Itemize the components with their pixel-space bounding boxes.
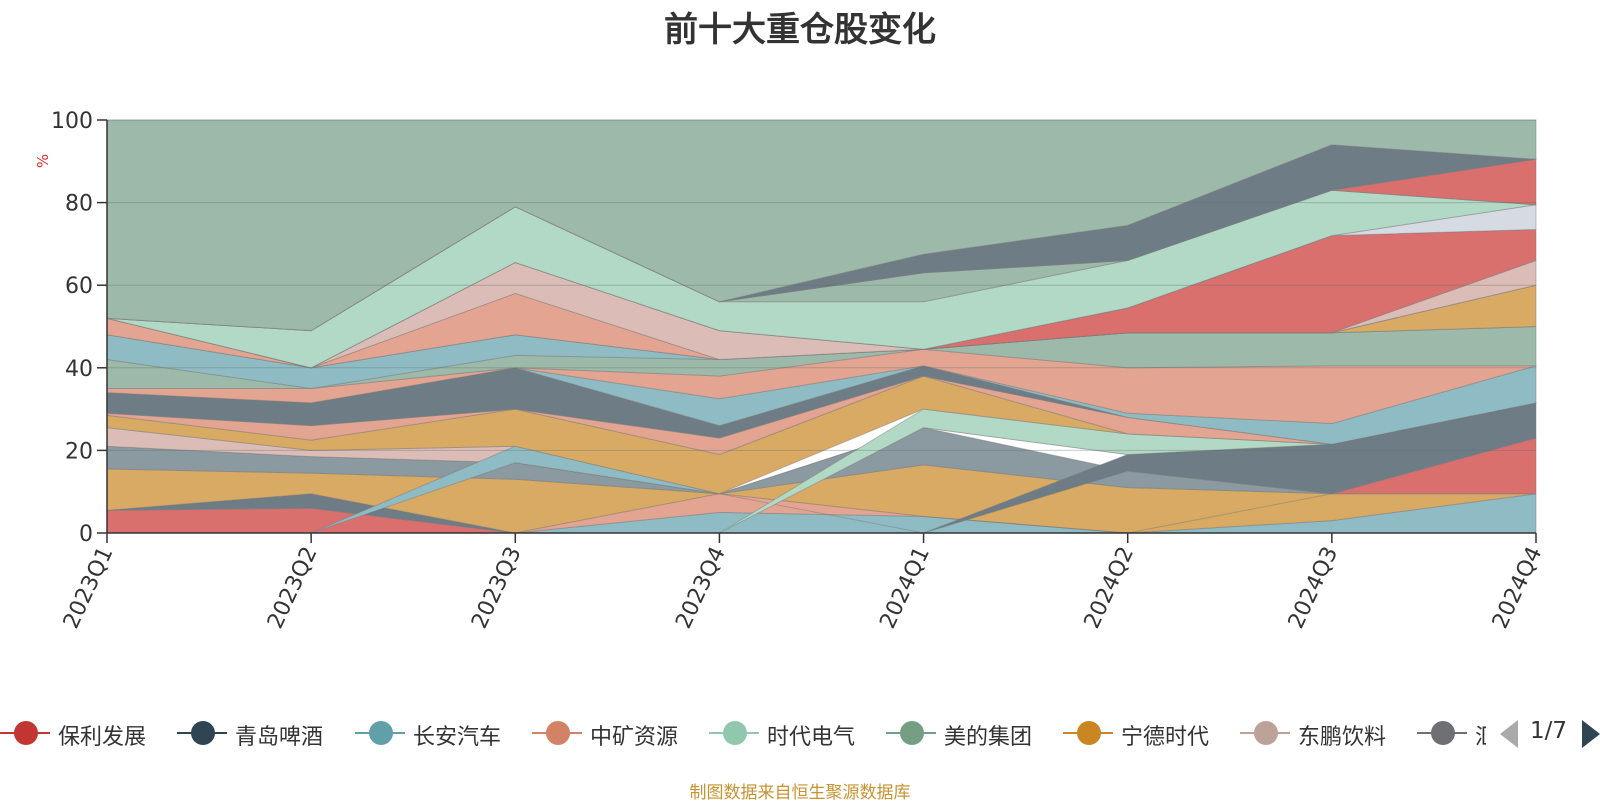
x-tick-label-2024Q3: 2024Q3 <box>1284 543 1344 633</box>
legend-label: 青岛啤酒 <box>235 725 324 750</box>
legend-marker <box>1254 721 1278 745</box>
legend-label: 美的集团 <box>944 725 1033 750</box>
x-tick-label-2023Q1: 2023Q1 <box>59 543 119 633</box>
legend-label: 保利发展 <box>58 725 147 750</box>
legend-marker <box>191 721 215 745</box>
y-axis-label: % <box>34 154 52 168</box>
legend-marker <box>369 721 393 745</box>
y-tick-label-0: 0 <box>79 522 93 547</box>
area-series-27 <box>106 119 1537 332</box>
legend-page-indicator: 1/7 <box>1530 718 1568 744</box>
x-tick-label-2023Q2: 2023Q2 <box>263 543 323 633</box>
legend-next-page-button[interactable] <box>1582 720 1600 748</box>
y-tick-label-20: 20 <box>65 439 93 464</box>
x-tick-label-2023Q3: 2023Q3 <box>467 543 527 633</box>
legend-label: 汇川技术 <box>1475 719 1486 751</box>
legend: 保利发展 青岛啤酒 长安汽车 中矿资源 时代电气 美的集团 宁德时代 东鹏饮料 汇川技术 <box>0 713 1600 753</box>
x-tick-label-2023Q4: 2023Q4 <box>671 543 731 633</box>
legend-marker <box>900 721 924 745</box>
legend-marker <box>14 721 38 745</box>
source-note: 制图数据来自恒生聚源数据库 <box>689 783 911 803</box>
legend-items: 保利发展 青岛啤酒 长安汽车 中矿资源 时代电气 美的集团 宁德时代 东鹏饮料 汇川技术 <box>0 713 1486 753</box>
legend-label: 中矿资源 <box>590 725 679 750</box>
y-tick-label-100: 100 <box>51 109 93 134</box>
chart-title: 前十大重仓股变化 <box>664 10 936 50</box>
y-tick-label-80: 80 <box>65 192 93 217</box>
legend-marker <box>723 721 747 745</box>
y-tick-label-40: 40 <box>65 357 93 382</box>
legend-marker <box>1431 721 1455 745</box>
legend-marker <box>546 721 570 745</box>
area-series-4 <box>107 493 1536 534</box>
x-tick-label-2024Q1: 2024Q1 <box>875 543 935 633</box>
x-tick-label-2024Q2: 2024Q2 <box>1080 543 1140 633</box>
x-tick-label-2024Q4: 2024Q4 <box>1488 543 1548 633</box>
legend-prev-page-button[interactable] <box>1500 720 1518 748</box>
legend-label: 时代电气 <box>767 725 856 750</box>
y-tick-label-60: 60 <box>65 274 93 299</box>
legend-label: 长安汽车 <box>413 725 502 750</box>
legend-label: 东鹏饮料 <box>1298 725 1387 750</box>
legend-marker <box>1077 721 1101 745</box>
legend-label: 宁德时代 <box>1121 725 1210 750</box>
